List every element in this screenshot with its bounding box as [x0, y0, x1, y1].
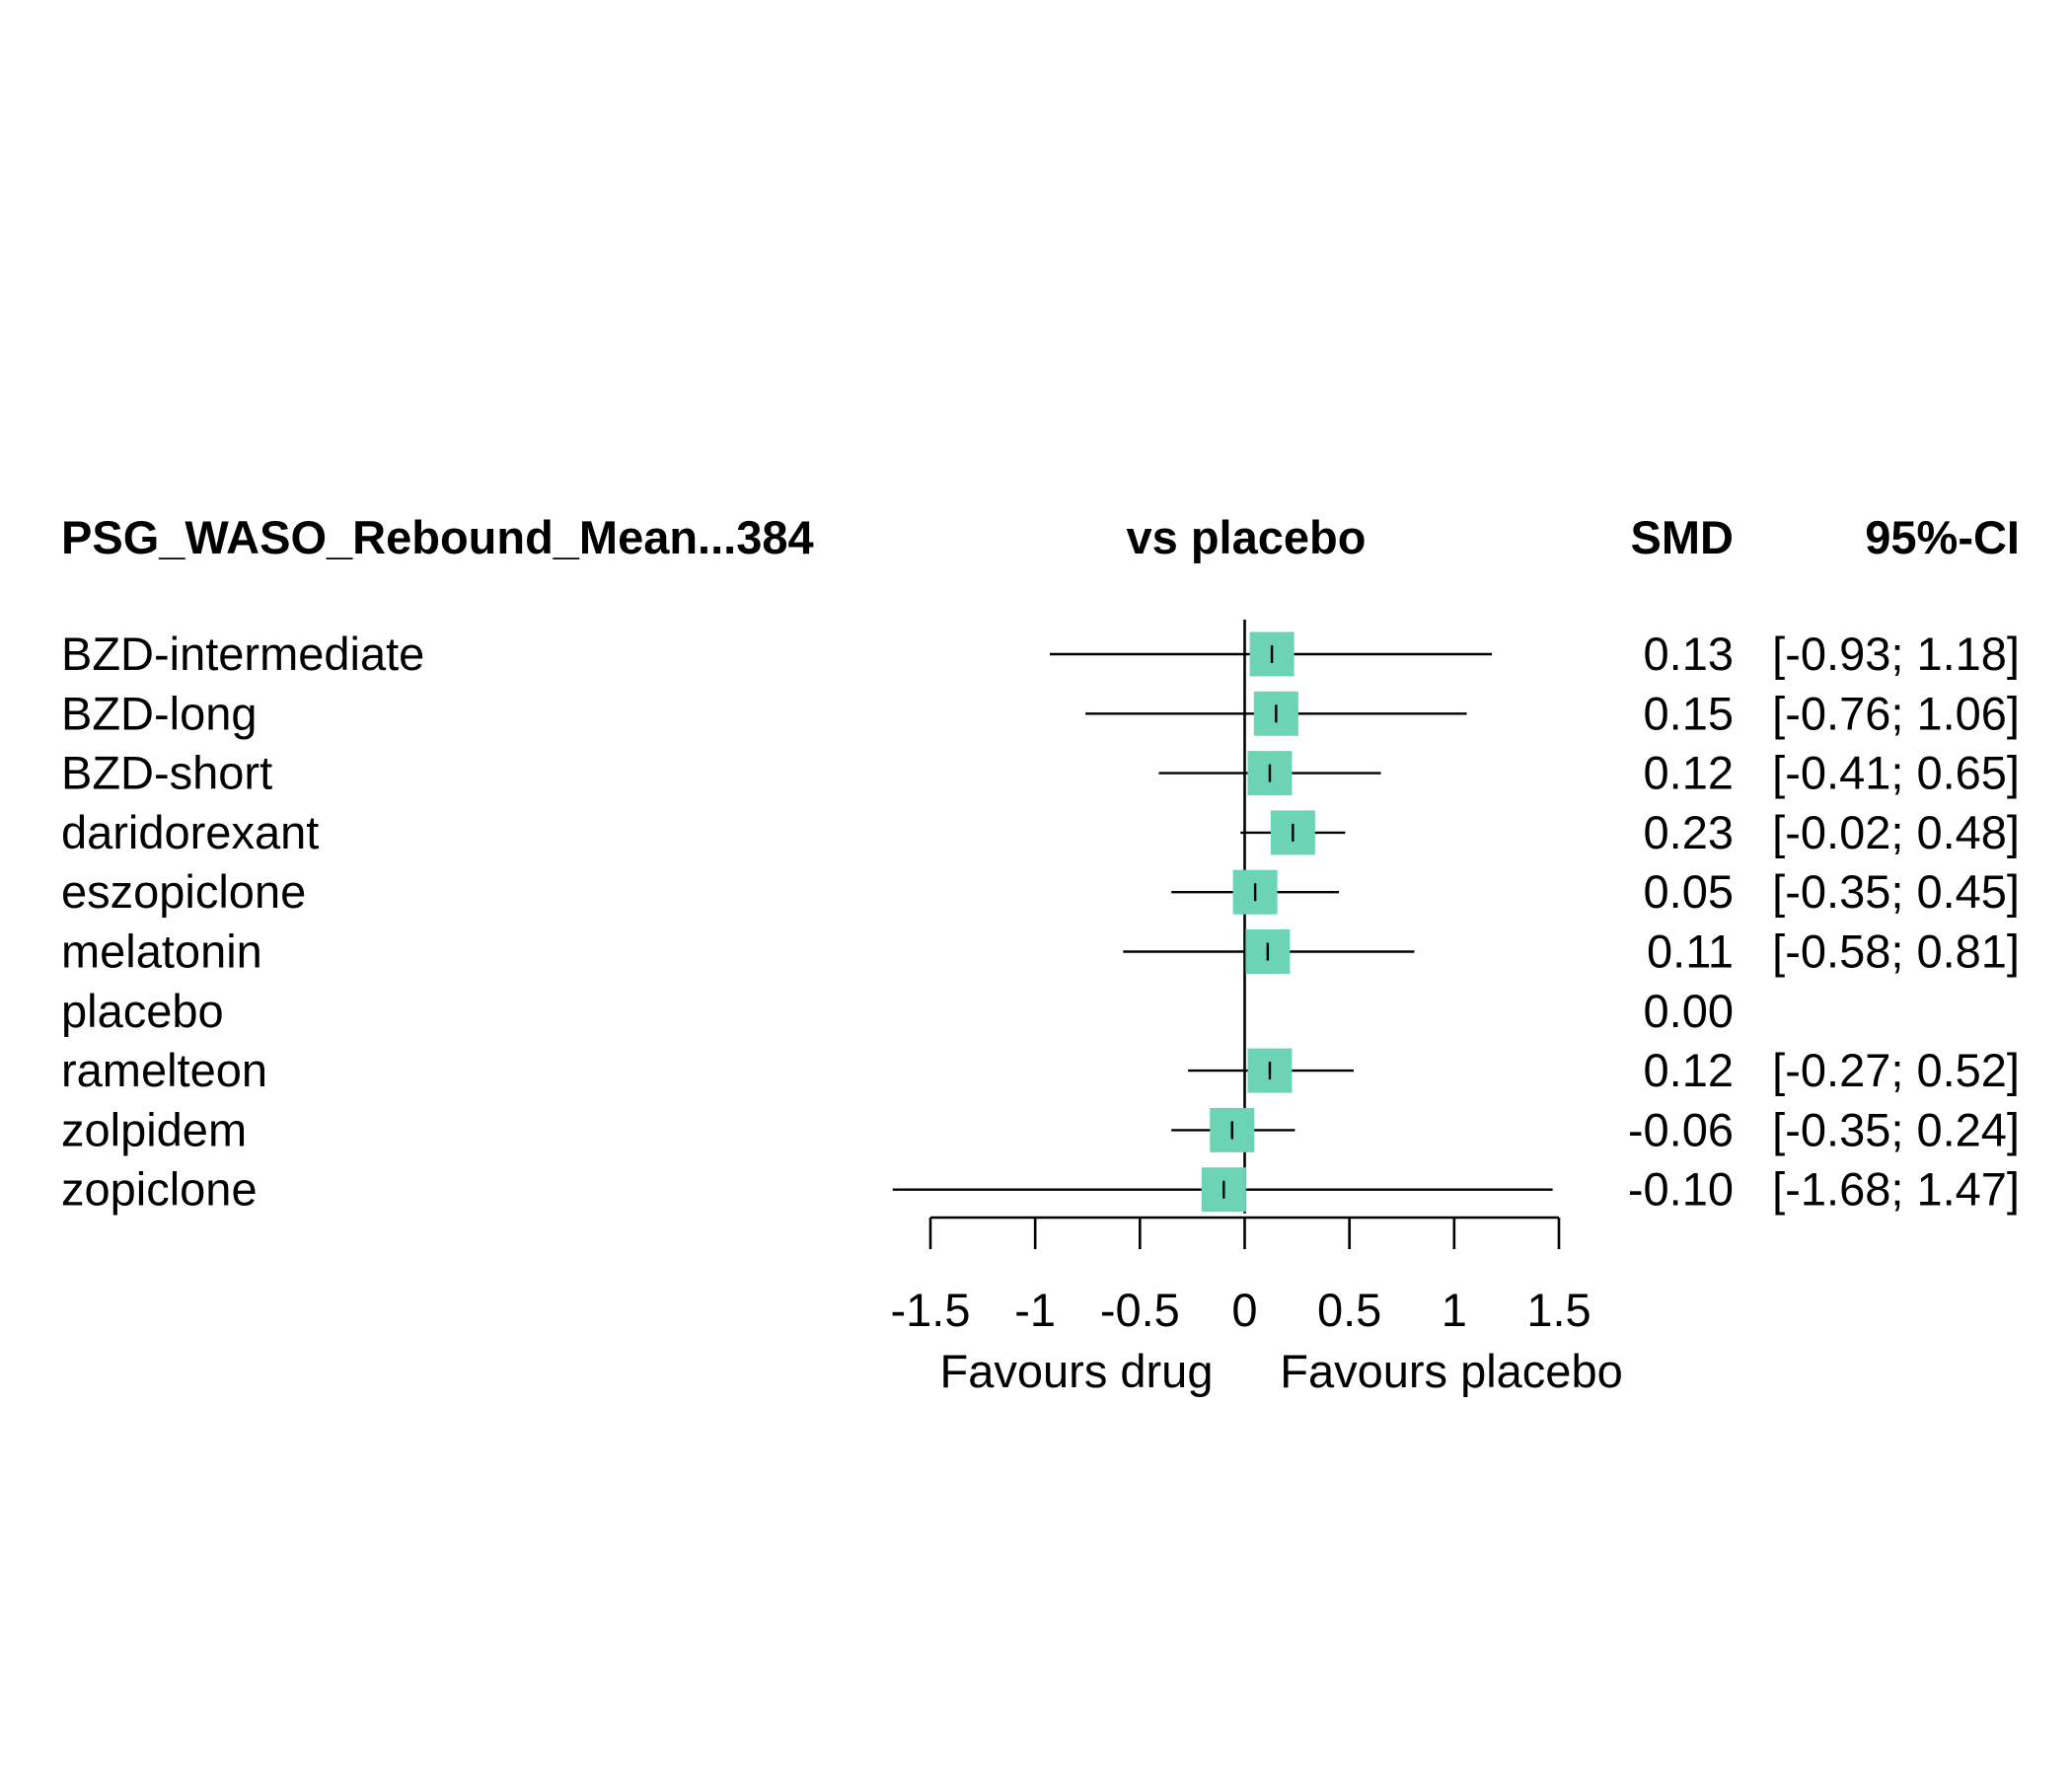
axis-tick-label: -1	[1014, 1284, 1056, 1336]
ci-value: [-0.35; 0.45]	[1772, 865, 2020, 918]
forest-row: zolpidem -0.06 [-0.35; 0.24]	[61, 1103, 2020, 1155]
axis-tick-label: 1.5	[1526, 1284, 1591, 1336]
header-comparison: vs placebo	[1127, 511, 1367, 563]
axis-tick-label: -1.5	[891, 1284, 971, 1336]
forest-row: melatonin 0.11 [-0.58; 0.81]	[61, 925, 2020, 978]
favours-placebo-label: Favours placebo	[1280, 1345, 1622, 1397]
smd-value: 0.05	[1644, 865, 1734, 918]
header-ci: 95%-CI	[1865, 511, 2020, 563]
forest-row: BZD-short 0.12 [-0.41; 0.65]	[61, 747, 2020, 799]
smd-value: -0.10	[1628, 1163, 1734, 1216]
header-title: PSG_WASO_Rebound_Mean...384	[61, 511, 814, 563]
forest-row: ramelteon 0.12 [-0.27; 0.52]	[61, 1044, 2020, 1096]
ci-value: [-1.68; 1.47]	[1772, 1163, 2020, 1216]
row-label: zolpidem	[61, 1103, 247, 1155]
forest-rows: BZD-intermediate 0.13 [-0.93; 1.18] BZD-lon…	[61, 620, 2020, 1216]
smd-value: 0.12	[1644, 747, 1734, 799]
forest-row: zopiclone -0.10 [-1.68; 1.47]	[61, 1163, 2020, 1216]
row-label: eszopiclone	[61, 865, 306, 918]
forest-row: daridorexant 0.23 [-0.02; 0.48]	[61, 806, 2020, 858]
row-label: placebo	[61, 985, 224, 1037]
smd-value: 0.12	[1644, 1044, 1734, 1096]
row-label: daridorexant	[61, 806, 319, 858]
ci-value: [-0.35; 0.24]	[1772, 1103, 2020, 1155]
smd-value: 0.11	[1647, 925, 1734, 978]
header-smd: SMD	[1631, 511, 1734, 563]
row-label: BZD-long	[61, 687, 258, 739]
ci-value: [-0.58; 0.81]	[1772, 925, 2020, 978]
ci-value: [-0.02; 0.48]	[1772, 806, 2020, 858]
smd-value: 0.15	[1644, 687, 1734, 739]
ci-value: [-0.76; 1.06]	[1772, 687, 2020, 739]
row-label: melatonin	[61, 925, 262, 978]
smd-value: 0.23	[1644, 806, 1734, 858]
x-axis: -1.5 -1 -0.5 0 0.5 1 1.5	[891, 1216, 1591, 1336]
axis-tick-label: 0	[1231, 1284, 1257, 1336]
forest-row: BZD-long 0.15 [-0.76; 1.06]	[61, 687, 2020, 739]
smd-value: -0.06	[1628, 1103, 1734, 1155]
forest-row: BZD-intermediate 0.13 [-0.93; 1.18]	[61, 628, 2020, 680]
forest-row: placebo 0.00	[61, 985, 1734, 1037]
row-label: BZD-short	[61, 747, 272, 799]
ci-value: [-0.27; 0.52]	[1772, 1044, 2020, 1096]
row-label: zopiclone	[61, 1163, 258, 1216]
axis-tick-label: 1	[1442, 1284, 1467, 1336]
axis-tick-label: 0.5	[1317, 1284, 1381, 1336]
favours-drug-label: Favours drug	[940, 1345, 1214, 1397]
smd-value: 0.13	[1644, 628, 1734, 680]
ci-value: [-0.41; 0.65]	[1772, 747, 2020, 799]
row-label: ramelteon	[61, 1044, 267, 1096]
forest-row: eszopiclone 0.05 [-0.35; 0.45]	[61, 865, 2020, 918]
row-label: BZD-intermediate	[61, 628, 424, 680]
ci-value: [-0.93; 1.18]	[1772, 628, 2020, 680]
axis-tick-label: -0.5	[1100, 1284, 1180, 1336]
smd-value: 0.00	[1644, 985, 1734, 1037]
